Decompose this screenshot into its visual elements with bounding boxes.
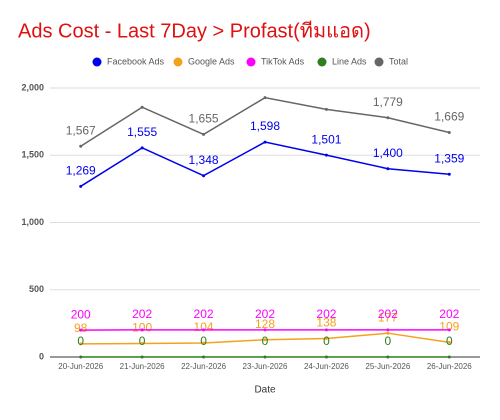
data-label: 1,567: [66, 123, 96, 137]
data-label: 1,359: [434, 151, 464, 165]
data-point: [202, 174, 205, 177]
data-point: [141, 146, 144, 149]
data-label: 202: [255, 307, 275, 321]
data-point: [448, 131, 451, 134]
data-label: 0: [446, 334, 453, 348]
x-axis-title: Date: [254, 385, 276, 396]
data-label: 109: [439, 320, 459, 334]
data-point: [325, 154, 328, 157]
data-label: 1,555: [127, 125, 157, 139]
x-tick-label: 22-Jun-2026: [181, 362, 226, 371]
x-tick-label: 23-Jun-2026: [243, 362, 288, 371]
data-point: [448, 328, 451, 331]
data-label: 0: [139, 334, 146, 348]
data-label: 200: [71, 307, 91, 321]
legend-label: Total: [389, 56, 408, 66]
legend-label: Facebook Ads: [107, 56, 165, 66]
data-label: 202: [439, 307, 459, 321]
data-label: 0: [200, 334, 207, 348]
data-point: [79, 185, 82, 188]
legend-marker: [174, 58, 183, 67]
x-tick-label: 25-Jun-2026: [365, 362, 410, 371]
data-label: 0: [385, 334, 392, 348]
data-label: 202: [132, 307, 152, 321]
data-label: 104: [194, 320, 214, 334]
data-point: [325, 328, 328, 331]
data-point: [386, 167, 389, 170]
data-point: [448, 173, 451, 176]
y-tick-label: 1,500: [21, 150, 44, 160]
x-tick-label: 21-Jun-2026: [120, 362, 165, 371]
data-point: [448, 356, 451, 359]
legend-marker: [93, 58, 102, 67]
legend-marker: [318, 58, 327, 67]
data-point: [141, 328, 144, 331]
data-point: [325, 108, 328, 111]
legend-label: TikTok Ads: [261, 56, 305, 66]
y-tick-label: 2,000: [21, 82, 44, 92]
data-point: [264, 141, 267, 144]
data-point: [141, 106, 144, 109]
x-tick-label: 20-Jun-2026: [58, 362, 103, 371]
data-point: [79, 145, 82, 148]
x-tick-label: 26-Jun-2026: [427, 362, 472, 371]
x-tick-label: 24-Jun-2026: [304, 362, 349, 371]
data-label: 202: [316, 307, 336, 321]
data-label: 1,400: [373, 146, 403, 160]
legend-label: Google Ads: [188, 56, 235, 66]
data-label: 98: [74, 321, 88, 335]
y-tick-label: 500: [29, 284, 44, 294]
data-label: 1,348: [189, 153, 219, 167]
data-point: [386, 328, 389, 331]
data-label: 1,779: [373, 95, 403, 109]
legend-marker: [247, 58, 256, 67]
data-label: 0: [323, 334, 330, 348]
data-label: 0: [77, 334, 84, 348]
data-label: 1,501: [311, 132, 341, 146]
data-point: [202, 356, 205, 359]
data-point: [202, 328, 205, 331]
data-point: [202, 133, 205, 136]
data-label: 100: [132, 321, 152, 335]
data-label: 202: [378, 307, 398, 321]
legend-label: Line Ads: [332, 56, 367, 66]
chart-title: Ads Cost - Last 7Day > Profast(ทีมแอด): [18, 20, 371, 42]
data-point: [386, 356, 389, 359]
data-label: 1,598: [250, 119, 280, 133]
data-point: [79, 329, 82, 332]
data-point: [264, 96, 267, 99]
data-label: 1,655: [189, 112, 219, 126]
data-label: 1,669: [434, 110, 464, 124]
data-point: [386, 116, 389, 119]
legend-marker: [375, 58, 384, 67]
y-tick-label: 0: [39, 351, 44, 361]
data-point: [79, 356, 82, 359]
data-point: [264, 356, 267, 359]
data-point: [141, 356, 144, 359]
data-point: [325, 356, 328, 359]
data-point: [264, 328, 267, 331]
y-tick-label: 1,000: [21, 217, 44, 227]
data-label: 0: [262, 334, 269, 348]
data-label: 202: [194, 307, 214, 321]
data-label: 1,269: [66, 163, 96, 177]
